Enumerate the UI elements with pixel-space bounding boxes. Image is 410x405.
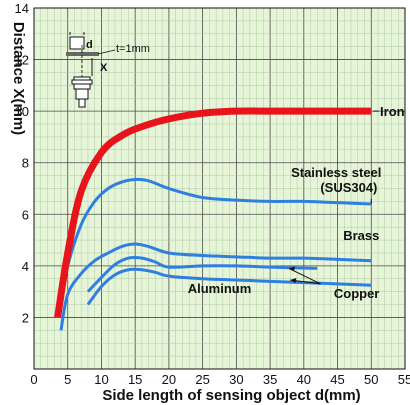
series-line-stainless-steel-sus304 <box>56 177 372 318</box>
y-axis-label: Distance X(mm) <box>10 22 27 135</box>
y-tick-label: 10 <box>15 104 29 119</box>
arrow-head-icon <box>288 266 295 272</box>
series-layer <box>54 107 372 331</box>
target-plate-icon <box>66 52 99 56</box>
plot-frame <box>33 7 406 370</box>
tick-labels: 0 5 10 15 20 25 30 35 40 45 50 55 2 4 6 8 10 12 14 <box>15 1 410 387</box>
y-tick-label: 8 <box>22 156 29 171</box>
x-axis-label: Side length of sensing object d(mm) <box>102 387 360 404</box>
x-tick-label: 10 <box>94 372 108 387</box>
x-tick-label: 5 <box>64 372 71 387</box>
sensor-icon <box>71 76 93 108</box>
x-tick-label: 45 <box>330 372 344 387</box>
series-label-copper: Copper <box>334 286 380 301</box>
x-tick-label: 55 <box>398 372 410 387</box>
series-line-brass <box>59 242 372 331</box>
arrow-head-icon <box>290 278 297 284</box>
x-tick-label: 50 <box>364 372 378 387</box>
series-label-iron: Iron <box>380 104 405 119</box>
x-tick-label: 25 <box>195 372 209 387</box>
y-tick-label: 14 <box>15 1 29 16</box>
x-tick-label: 30 <box>229 372 243 387</box>
y-tick-label: 4 <box>22 259 29 274</box>
series-line-copper <box>86 267 372 306</box>
target-square-icon <box>69 36 85 50</box>
thickness-leader <box>97 49 116 55</box>
sensor-diagram: d t=1mm X <box>66 32 150 108</box>
series-label-stainless-steel-sus304: Stainless steel (SUS304) <box>291 165 381 195</box>
x-tick-label: 20 <box>162 372 176 387</box>
series-label-aluminum: Aluminum <box>188 281 252 296</box>
series-labels: Iron Stainless steel (SUS304) Brass Aluminum… <box>188 104 405 301</box>
d-label: d <box>86 39 93 51</box>
x-tick-label: 15 <box>128 372 142 387</box>
y-tick-label: 12 <box>15 53 29 68</box>
aluminum-leader-a <box>288 267 321 285</box>
series-label-brass: Brass <box>343 228 379 243</box>
thickness-label: t=1mm <box>116 43 150 55</box>
x-tick-label: 35 <box>263 372 277 387</box>
y-tick-label: 6 <box>22 207 29 222</box>
grid <box>34 8 405 369</box>
y-tick-label: 2 <box>22 310 29 325</box>
series-line-aluminum <box>86 255 318 293</box>
x-tick-label: 40 <box>297 372 311 387</box>
x-tick-label: 0 <box>30 372 37 387</box>
x-label: X <box>100 62 108 74</box>
series-line-iron <box>54 107 372 318</box>
